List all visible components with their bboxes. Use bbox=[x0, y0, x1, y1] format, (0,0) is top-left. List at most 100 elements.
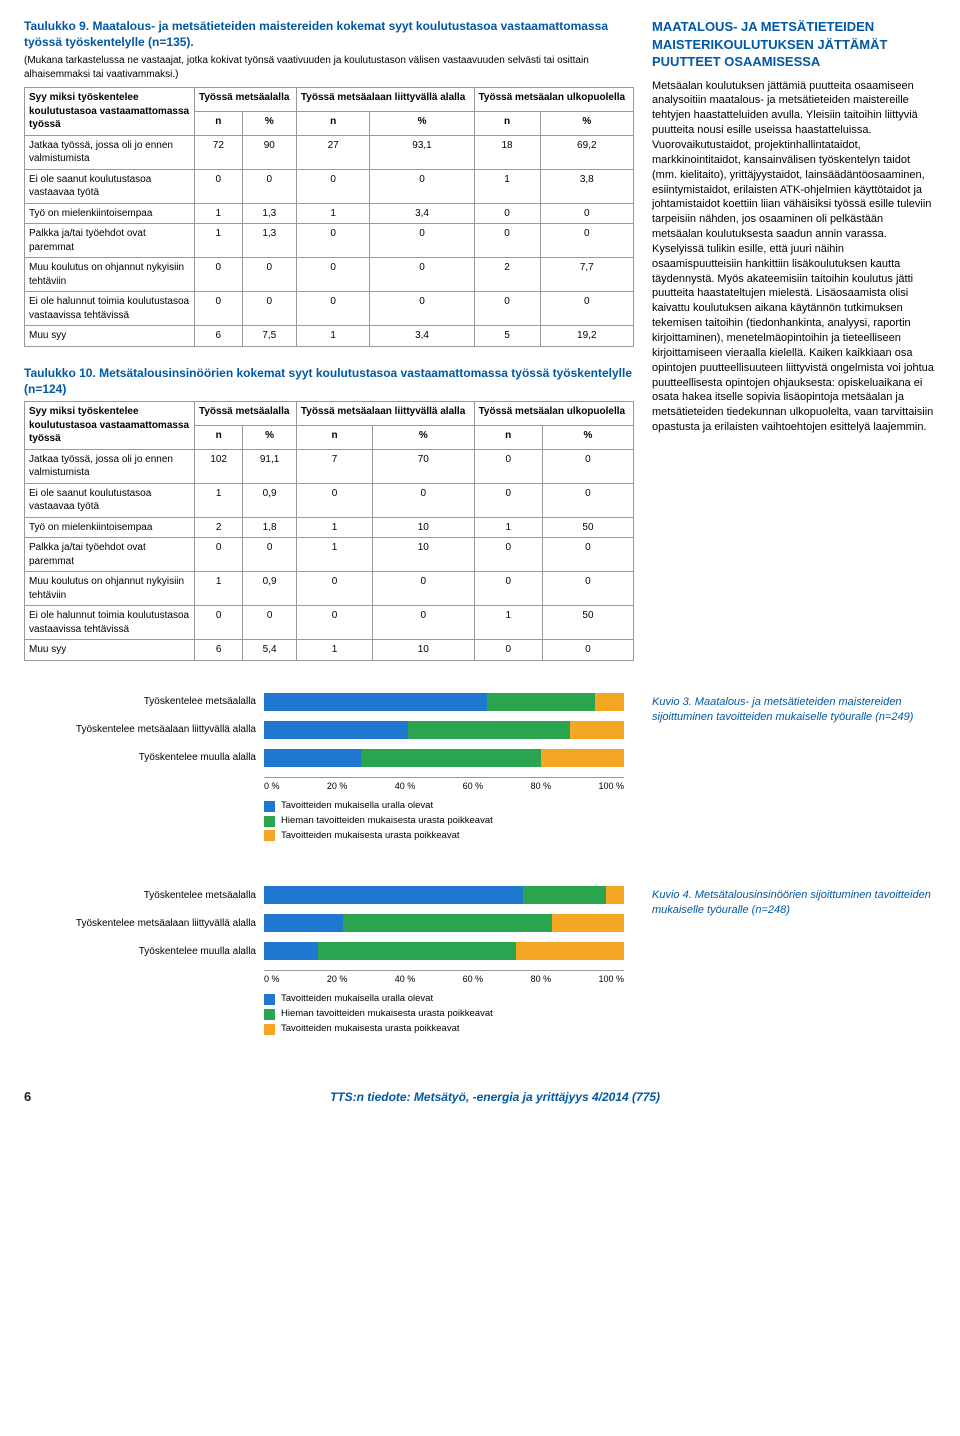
table-row: Työ on mielenkiintoisempaa21,8110150 bbox=[25, 517, 634, 538]
cell: 6 bbox=[195, 326, 243, 347]
legend-item: Hieman tavoitteiden mukaisesta urasta po… bbox=[264, 1008, 624, 1021]
cell: 1 bbox=[296, 538, 372, 572]
table9-subcol: n bbox=[195, 112, 243, 136]
side-body: Metsäalan koulutuksen jättämiä puutteita… bbox=[652, 79, 936, 435]
cell: 0 bbox=[540, 224, 633, 258]
cell: 0 bbox=[373, 606, 474, 640]
cell: 72 bbox=[195, 135, 243, 169]
cell: 0 bbox=[296, 169, 370, 203]
cell: 0 bbox=[542, 483, 633, 517]
page-number: 6 bbox=[24, 1088, 44, 1106]
cell: 0 bbox=[195, 169, 243, 203]
cell: 0 bbox=[243, 606, 297, 640]
table-row: Muu koulutus on ohjannut nykyisiin tehtä… bbox=[25, 572, 634, 606]
legend-label: Tavoitteiden mukaisella uralla olevat bbox=[281, 800, 433, 813]
bar-segment bbox=[523, 886, 606, 904]
table9-subcol: n bbox=[296, 112, 370, 136]
bar-segment bbox=[264, 886, 523, 904]
bar-label: Työskentelee metsäalalla bbox=[34, 889, 264, 903]
bar-segment bbox=[595, 693, 624, 711]
table9: Syy miksi työskentelee koulutustasoa vas… bbox=[24, 87, 634, 347]
bar-segment bbox=[318, 942, 516, 960]
axis-tick: 60 % bbox=[463, 973, 484, 985]
bar-row: Työskentelee metsäalalla bbox=[34, 886, 624, 904]
row-label: Ei ole saanut koulutustasoa vastaavaa ty… bbox=[25, 169, 195, 203]
bar-label: Työskentelee metsäalaan liittyvällä alal… bbox=[34, 917, 264, 931]
cell: 10 bbox=[373, 517, 474, 538]
legend-item: Tavoitteiden mukaisesta urasta poikkeava… bbox=[264, 1023, 624, 1036]
cell: 3,4 bbox=[370, 203, 474, 224]
legend-label: Tavoitteiden mukaisella uralla olevat bbox=[281, 993, 433, 1006]
axis-tick: 0 % bbox=[264, 973, 280, 985]
table9-subcol: % bbox=[242, 112, 296, 136]
cell: 0 bbox=[370, 169, 474, 203]
cell: 0 bbox=[370, 224, 474, 258]
cell: 0 bbox=[540, 292, 633, 326]
table10-subcol: n bbox=[474, 426, 542, 450]
table10-row-head: Syy miksi työskentelee koulutustasoa vas… bbox=[25, 402, 195, 450]
bar-segment bbox=[552, 914, 624, 932]
table-row: Työ on mielenkiintoisempaa11,313,400 bbox=[25, 203, 634, 224]
table9-title: Taulukko 9. Maatalous- ja metsätieteiden… bbox=[24, 18, 634, 50]
table10-subcol: % bbox=[243, 426, 297, 450]
cell: 0 bbox=[296, 224, 370, 258]
row-label: Ei ole halunnut toimia koulutustasoa vas… bbox=[25, 606, 195, 640]
cell: 0 bbox=[474, 483, 542, 517]
axis-tick: 80 % bbox=[531, 780, 552, 792]
table9-colgroup-1: Työssä metsäalaan liittyvällä alalla bbox=[296, 88, 474, 112]
bar-track bbox=[264, 693, 624, 711]
chart3: Työskentelee metsäalalla Työskentelee met… bbox=[24, 687, 634, 855]
legend-label: Tavoitteiden mukaisesta urasta poikkeava… bbox=[281, 1023, 460, 1036]
table10-subcol: n bbox=[296, 426, 372, 450]
table-row: Ei ole halunnut toimia koulutustasoa vas… bbox=[25, 606, 634, 640]
legend-item: Tavoitteiden mukaisesta urasta poikkeava… bbox=[264, 830, 624, 843]
row-label: Jatkaa työssä, jossa oli jo ennen valmis… bbox=[25, 449, 195, 483]
cell: 0 bbox=[195, 292, 243, 326]
cell: 1 bbox=[195, 203, 243, 224]
chart4: Työskentelee metsäalalla Työskentelee met… bbox=[24, 880, 634, 1048]
cell: 50 bbox=[542, 517, 633, 538]
table-row: Ei ole halunnut toimia koulutustasoa vas… bbox=[25, 292, 634, 326]
bar-label: Työskentelee metsäalalla bbox=[34, 695, 264, 709]
bar-label: Työskentelee metsäalaan liittyvällä alal… bbox=[34, 723, 264, 737]
table-row: Ei ole saanut koulutustasoa vastaavaa ty… bbox=[25, 169, 634, 203]
row-label: Muu syy bbox=[25, 326, 195, 347]
cell: 0 bbox=[296, 606, 372, 640]
bar-track bbox=[264, 721, 624, 739]
bar-segment bbox=[264, 914, 343, 932]
axis-tick: 0 % bbox=[264, 780, 280, 792]
legend-label: Hieman tavoitteiden mukaisesta urasta po… bbox=[281, 815, 493, 828]
table-row: Palkka ja/tai työehdot ovat paremmat11,3… bbox=[25, 224, 634, 258]
cell: 0 bbox=[542, 538, 633, 572]
bar-row: Työskentelee metsäalaan liittyvällä alal… bbox=[34, 914, 624, 932]
table10-colgroup-0: Työssä metsäalalla bbox=[195, 402, 297, 426]
side-heading: MAATALOUS- JA METSÄTIETEIDEN MAISTERIKOU… bbox=[652, 18, 936, 71]
cell: 0 bbox=[542, 572, 633, 606]
table9-colgroup-2: Työssä metsäalan ulkopuolella bbox=[474, 88, 633, 112]
table-row: Muu syy65,411000 bbox=[25, 640, 634, 661]
cell: 18 bbox=[474, 135, 540, 169]
row-label: Työ on mielenkiintoisempaa bbox=[25, 517, 195, 538]
cell: 0 bbox=[242, 169, 296, 203]
bar-track bbox=[264, 749, 624, 767]
cell: 0 bbox=[373, 572, 474, 606]
footer-text: TTS:n tiedote: Metsätyö, -energia ja yri… bbox=[54, 1089, 936, 1105]
cell: 0 bbox=[373, 483, 474, 517]
cell: 6 bbox=[195, 640, 243, 661]
legend-swatch bbox=[264, 994, 275, 1005]
bar-segment bbox=[361, 749, 541, 767]
table-row: Jatkaa työssä, jossa oli jo ennen valmis… bbox=[25, 449, 634, 483]
row-label: Ei ole saanut koulutustasoa vastaavaa ty… bbox=[25, 483, 195, 517]
row-label: Muu koulutus on ohjannut nykyisiin tehtä… bbox=[25, 258, 195, 292]
row-label: Ei ole halunnut toimia koulutustasoa vas… bbox=[25, 292, 195, 326]
cell: 0,9 bbox=[243, 483, 297, 517]
cell: 2 bbox=[474, 258, 540, 292]
cell: 0 bbox=[540, 203, 633, 224]
bar-segment bbox=[264, 942, 318, 960]
table-row: Palkka ja/tai työehdot ovat paremmat0011… bbox=[25, 538, 634, 572]
legend-swatch bbox=[264, 1009, 275, 1020]
bar-segment bbox=[264, 721, 408, 739]
bar-segment bbox=[408, 721, 570, 739]
cell: 0 bbox=[296, 483, 372, 517]
cell: 0 bbox=[195, 606, 243, 640]
